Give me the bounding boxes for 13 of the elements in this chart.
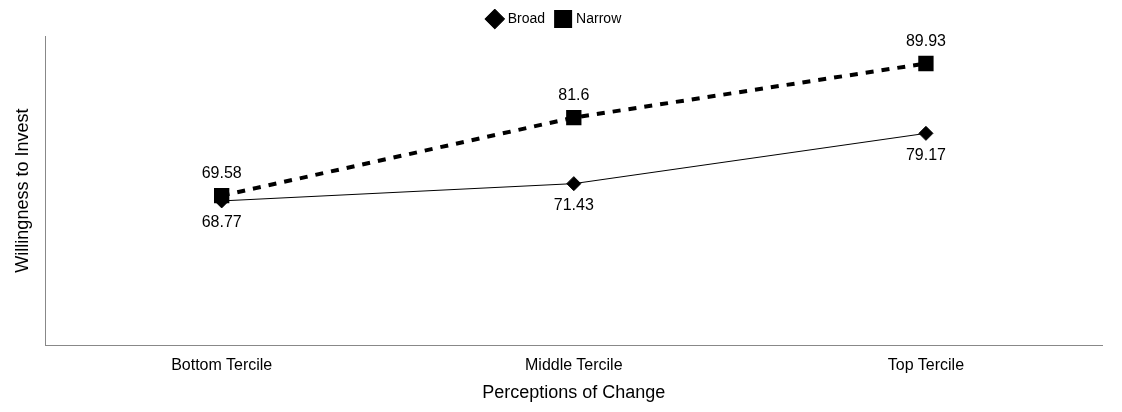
data-label: 81.6	[558, 85, 590, 103]
legend-label: Broad	[507, 9, 546, 26]
data-label: 68.77	[201, 213, 242, 231]
x-tick-label: Top Tercile	[887, 356, 965, 374]
data-label: 69.58	[201, 164, 242, 182]
x-axis-title: Perceptions of Change	[482, 382, 666, 403]
y-axis-title: Willingness to Invest	[11, 108, 32, 273]
x-tick-label: Bottom Tercile	[171, 356, 273, 374]
data-label: 89.93	[905, 31, 947, 49]
x-tick-label: Middle Tercile	[525, 356, 623, 374]
legend-label: Narrow	[576, 9, 623, 26]
data-label: 71.43	[553, 196, 594, 214]
data-label: 79.17	[905, 145, 947, 163]
